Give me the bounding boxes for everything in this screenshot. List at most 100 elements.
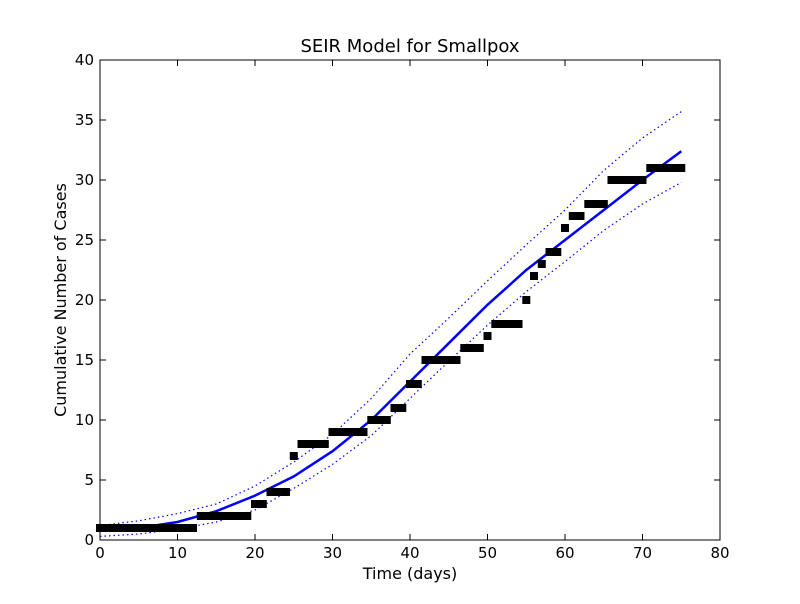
data-point bbox=[429, 356, 438, 364]
lower-bound-line bbox=[99, 181, 682, 537]
data-point bbox=[607, 176, 616, 184]
data-point bbox=[119, 524, 128, 532]
data-point bbox=[243, 512, 252, 520]
y-tick-label: 40 bbox=[75, 51, 94, 69]
data-point bbox=[181, 524, 190, 532]
observed-data bbox=[96, 164, 686, 532]
data-point bbox=[344, 428, 352, 436]
y-tick-label: 35 bbox=[75, 111, 94, 129]
data-point bbox=[545, 248, 554, 256]
data-point bbox=[623, 176, 631, 184]
data-point bbox=[367, 416, 376, 424]
data-point bbox=[568, 212, 577, 220]
data-point bbox=[305, 440, 314, 448]
data-point bbox=[475, 344, 484, 352]
data-point bbox=[274, 488, 283, 496]
data-point bbox=[127, 524, 135, 532]
x-tick-label: 70 bbox=[633, 544, 652, 562]
x-tick-label: 10 bbox=[168, 544, 187, 562]
x-tick-label: 80 bbox=[710, 544, 729, 562]
data-point bbox=[251, 500, 259, 508]
x-tick-label: 20 bbox=[245, 544, 264, 562]
data-point bbox=[483, 332, 492, 340]
data-point bbox=[413, 380, 422, 388]
data-point bbox=[96, 524, 104, 532]
data-point bbox=[165, 524, 174, 532]
data-point bbox=[282, 488, 290, 496]
data-point bbox=[382, 416, 391, 424]
y-tick-label: 30 bbox=[75, 171, 94, 189]
data-point bbox=[421, 356, 430, 364]
x-axis-label: Time (days) bbox=[362, 564, 458, 583]
data-point bbox=[204, 512, 213, 520]
data-point bbox=[289, 452, 298, 460]
data-point bbox=[390, 404, 399, 412]
data-point bbox=[235, 512, 244, 520]
data-point bbox=[661, 164, 670, 172]
confidence-bounds bbox=[99, 111, 682, 537]
data-point bbox=[460, 344, 469, 352]
data-point bbox=[444, 356, 453, 364]
data-point bbox=[320, 440, 329, 448]
data-point bbox=[654, 164, 662, 172]
x-tick-label: 50 bbox=[478, 544, 497, 562]
data-point bbox=[103, 524, 112, 532]
data-point bbox=[468, 344, 476, 352]
data-point bbox=[111, 524, 120, 532]
data-point bbox=[189, 524, 197, 532]
data-point bbox=[212, 512, 221, 520]
data-point bbox=[491, 320, 500, 328]
data-point bbox=[258, 500, 267, 508]
data-point bbox=[158, 524, 166, 532]
y-tick-label: 25 bbox=[75, 231, 94, 249]
data-point bbox=[677, 164, 686, 172]
data-point bbox=[452, 356, 461, 364]
x-tick-label: 40 bbox=[400, 544, 419, 562]
y-tick-label: 15 bbox=[75, 351, 94, 369]
data-point bbox=[584, 200, 593, 208]
y-axis-label: Cumulative Number of Cases bbox=[51, 183, 70, 417]
data-point bbox=[592, 200, 600, 208]
data-point bbox=[227, 512, 236, 520]
data-point bbox=[561, 224, 569, 232]
data-point bbox=[638, 176, 647, 184]
data-point bbox=[313, 440, 321, 448]
data-point bbox=[220, 512, 228, 520]
data-point bbox=[406, 380, 414, 388]
x-tick-label: 30 bbox=[323, 544, 342, 562]
data-point bbox=[514, 320, 523, 328]
y-tick-label: 20 bbox=[75, 291, 94, 309]
data-point bbox=[522, 296, 531, 304]
data-point bbox=[134, 524, 143, 532]
data-point bbox=[499, 320, 507, 328]
data-point bbox=[506, 320, 515, 328]
data-point bbox=[437, 356, 445, 364]
data-point bbox=[599, 200, 608, 208]
y-tick-label: 5 bbox=[84, 471, 94, 489]
data-point bbox=[398, 404, 407, 412]
data-point bbox=[553, 248, 562, 256]
data-point bbox=[646, 164, 655, 172]
data-point bbox=[196, 512, 205, 520]
data-point bbox=[336, 428, 345, 436]
data-point bbox=[150, 524, 159, 532]
data-point bbox=[142, 524, 151, 532]
data-point bbox=[173, 524, 182, 532]
plot-frame bbox=[99, 59, 721, 541]
y-tick-label: 0 bbox=[84, 531, 94, 549]
x-tick-label: 60 bbox=[555, 544, 574, 562]
data-point bbox=[669, 164, 678, 172]
data-point bbox=[351, 428, 360, 436]
data-point bbox=[266, 488, 275, 496]
axis-ticks: 0 10 20 30 40 50 60 70 80 0 5 10 15 20 25 30 35 40 bbox=[75, 51, 730, 562]
data-point bbox=[537, 260, 546, 268]
y-tick-label: 10 bbox=[75, 411, 94, 429]
data-point bbox=[615, 176, 624, 184]
data-point bbox=[375, 416, 383, 424]
data-point bbox=[576, 212, 585, 220]
data-point bbox=[530, 272, 538, 280]
x-tick-label: 0 bbox=[95, 544, 105, 562]
data-point bbox=[297, 440, 306, 448]
